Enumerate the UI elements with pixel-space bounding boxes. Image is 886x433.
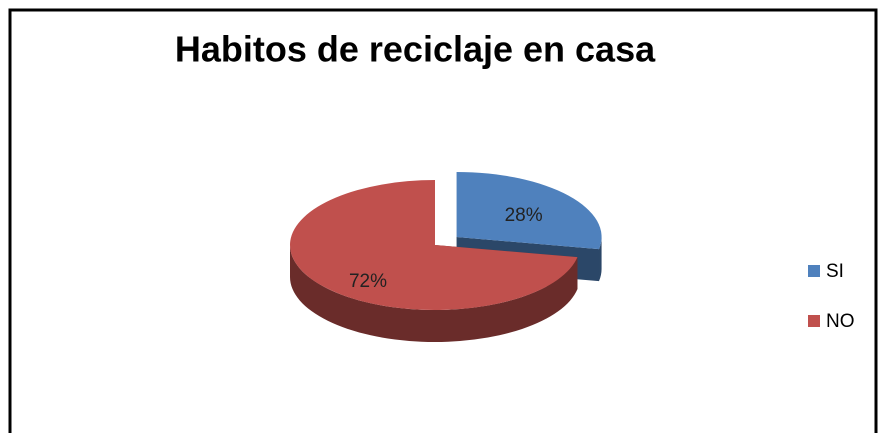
legend-swatch (808, 315, 820, 327)
legend-swatch (808, 265, 820, 277)
data-label: 28% (505, 205, 543, 226)
slice-side (599, 236, 602, 282)
slice (456, 171, 602, 250)
legend-label: SI (826, 261, 844, 282)
slice (290, 180, 578, 310)
slice-side (290, 245, 578, 343)
chart-frame (8, 8, 878, 433)
data-label: 72% (349, 271, 387, 292)
chart-title: Habitos de reciclaje en casa (175, 29, 656, 70)
legend-label: NO (826, 311, 855, 332)
